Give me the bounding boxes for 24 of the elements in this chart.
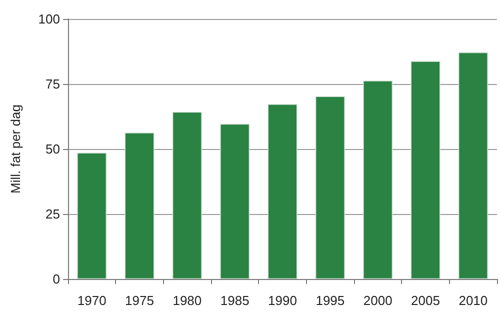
bar — [315, 96, 345, 279]
x-tick-label: 1975 — [125, 293, 154, 308]
bar — [458, 52, 488, 279]
x-tick-label: 2005 — [411, 293, 440, 308]
y-tick-label: 100 — [38, 12, 60, 26]
bar — [268, 104, 298, 279]
x-tick-label: 1990 — [268, 293, 297, 308]
x-tick-label: 2000 — [363, 293, 392, 308]
y-tick-label: 0 — [52, 272, 60, 286]
bar — [77, 152, 107, 279]
bar — [172, 112, 202, 279]
x-tick-label: 1980 — [172, 293, 202, 308]
y-tick-label: 75 — [46, 76, 60, 92]
x-tick-label: 1985 — [220, 293, 250, 308]
y-axis-title: Mill. fat per dag — [8, 104, 23, 194]
bar — [363, 80, 393, 279]
y-tick-label: 25 — [46, 206, 60, 222]
bar — [124, 132, 154, 279]
x-tick-label: 1995 — [316, 293, 345, 308]
bar — [410, 61, 440, 279]
x-tick-label: 2010 — [458, 293, 488, 308]
bar — [220, 124, 250, 279]
y-tick-label: 50 — [46, 142, 60, 156]
x-tick-label: 1970 — [77, 293, 106, 308]
